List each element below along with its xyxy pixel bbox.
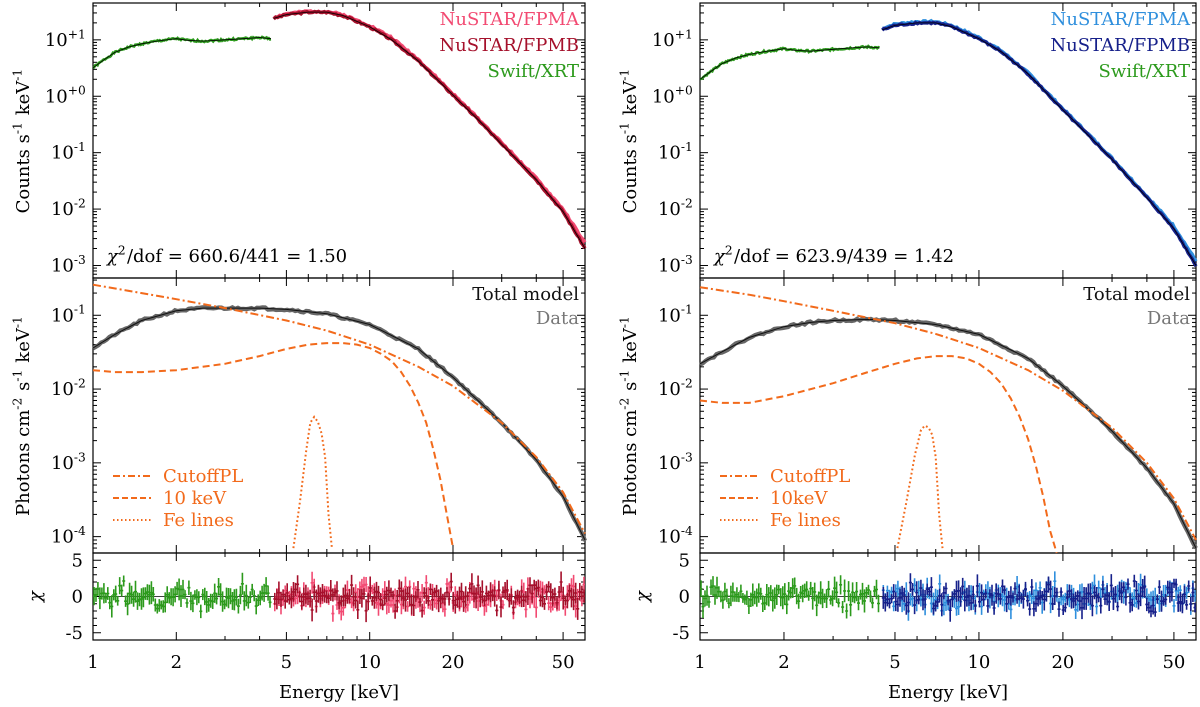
counts-y-tick-label: 10-2 xyxy=(658,197,694,221)
counts-y-tick-label: 10+1 xyxy=(652,27,694,51)
residual-y-tick-label: 0 xyxy=(72,587,83,608)
residual-y-axis-label: χ xyxy=(25,590,46,604)
photons-series-cutoffpl xyxy=(92,283,586,535)
counts-series-nustar-fpmb xyxy=(881,20,1198,268)
counts-model-line xyxy=(273,11,586,249)
x-tick-label: 50 xyxy=(552,652,575,673)
counts-series-swift-xrt xyxy=(700,44,880,81)
x-tick-label: 5 xyxy=(889,652,900,673)
photons-legend-entry: Data xyxy=(1147,308,1190,329)
counts-y-tick-label: 10-3 xyxy=(51,253,87,277)
x-tick-label: 10 xyxy=(967,652,990,673)
counts-y-axis-label: Counts s-1 keV-1 xyxy=(10,68,34,214)
photons-legend-entry: Data xyxy=(536,308,579,329)
counts-y-tick-label: 10-1 xyxy=(51,140,87,164)
residual-y-tick-label: 5 xyxy=(72,550,83,571)
photons-y-tick-label: 10-2 xyxy=(658,376,694,400)
residual-series-nustar-fpmb xyxy=(273,571,585,623)
x-tick-label: 2 xyxy=(171,652,182,673)
counts-model-line xyxy=(92,37,272,69)
component-legend-label: CutoffPL xyxy=(163,466,243,487)
x-tick-label: 50 xyxy=(1162,652,1185,673)
counts-y-tick-label: 10+0 xyxy=(45,84,87,108)
counts-legend-entry: Swift/XRT xyxy=(487,61,579,82)
photons-y-axis-label: Photons cm-2 s-1 keV-1 xyxy=(10,315,34,516)
photons-y-tick-label: 10-4 xyxy=(658,524,694,548)
photons-series-10-kev xyxy=(92,342,454,549)
component-legend-label: CutoffPL xyxy=(770,466,850,487)
photons-series-cutoffpl xyxy=(699,286,1197,541)
counts-legend-entry: NuSTAR/FPMA xyxy=(440,9,580,30)
photons-series-fe-lines xyxy=(292,415,333,549)
component-legend-label: 10 keV xyxy=(163,488,227,509)
component-legend-label: 10keV xyxy=(770,488,828,509)
photons-y-tick-label: 10-4 xyxy=(51,524,87,548)
counts-y-axis-label: Counts s-1 keV-1 xyxy=(617,68,641,214)
x-tick-label: 1 xyxy=(694,652,705,673)
component-legend-label: Fe lines xyxy=(163,510,234,531)
residual-y-tick-label: -5 xyxy=(672,623,690,644)
counts-series-swift-xrt xyxy=(92,35,272,69)
counts-model-line xyxy=(882,22,1197,266)
residual-y-tick-label: -5 xyxy=(65,623,83,644)
counts-y-tick-label: 10+1 xyxy=(45,27,87,51)
x-tick-label: 2 xyxy=(778,652,789,673)
photons-series-total-model xyxy=(699,318,1197,549)
counts-y-tick-label: 10+0 xyxy=(652,84,694,108)
counts-legend-entry: NuSTAR/FPMB xyxy=(439,35,579,56)
counts-y-tick-label: 10-3 xyxy=(658,253,694,277)
x-tick-label: 20 xyxy=(442,652,465,673)
residual-y-tick-label: 0 xyxy=(679,587,690,608)
residual-series-nustar-fpmb xyxy=(881,573,1196,622)
photons-series-fe-lines xyxy=(896,424,944,549)
counts-y-tick-label: 10-1 xyxy=(658,140,694,164)
x-tick-label: 10 xyxy=(358,652,381,673)
counts-model-line xyxy=(699,46,880,80)
residual-series-swift-xrt xyxy=(700,575,880,619)
residual-y-tick-label: 5 xyxy=(679,550,690,571)
x-axis-label: Energy [keV] xyxy=(888,682,1008,703)
photons-y-tick-label: 10-2 xyxy=(51,376,87,400)
chi2-annotation: χ2 /dof = 623.9/439 = 1.42 xyxy=(712,243,954,267)
photons-legend-entry: Total model xyxy=(472,284,579,305)
x-tick-label: 1 xyxy=(87,652,98,673)
counts-legend-entry: Swift/XRT xyxy=(1098,61,1190,82)
counts-legend-entry: NuSTAR/FPMA xyxy=(1051,9,1191,30)
photons-y-tick-label: 10-3 xyxy=(51,450,87,474)
photons-y-tick-label: 10-1 xyxy=(658,303,694,327)
x-tick-label: 5 xyxy=(281,652,292,673)
photons-series-10kev xyxy=(699,355,1058,554)
chi2-annotation: χ2 /dof = 660.6/441 = 1.50 xyxy=(105,243,347,267)
photons-legend-entry: Total model xyxy=(1083,284,1190,305)
counts-series-nustar-fpma xyxy=(881,18,1198,263)
photons-y-axis-label: Photons cm-2 s-1 keV-1 xyxy=(617,315,641,516)
counts-legend-entry: NuSTAR/FPMB xyxy=(1050,35,1190,56)
counts-y-tick-label: 10-2 xyxy=(51,197,87,221)
x-axis-label: Energy [keV] xyxy=(279,682,399,703)
x-tick-label: 20 xyxy=(1051,652,1074,673)
photons-y-tick-label: 10-1 xyxy=(51,303,87,327)
photons-series-total-model xyxy=(92,307,586,541)
residual-y-axis-label: χ xyxy=(632,590,653,604)
photons-y-tick-label: 10-3 xyxy=(658,450,694,474)
residual-series-swift-xrt xyxy=(93,572,272,619)
component-legend-label: Fe lines xyxy=(770,510,841,531)
